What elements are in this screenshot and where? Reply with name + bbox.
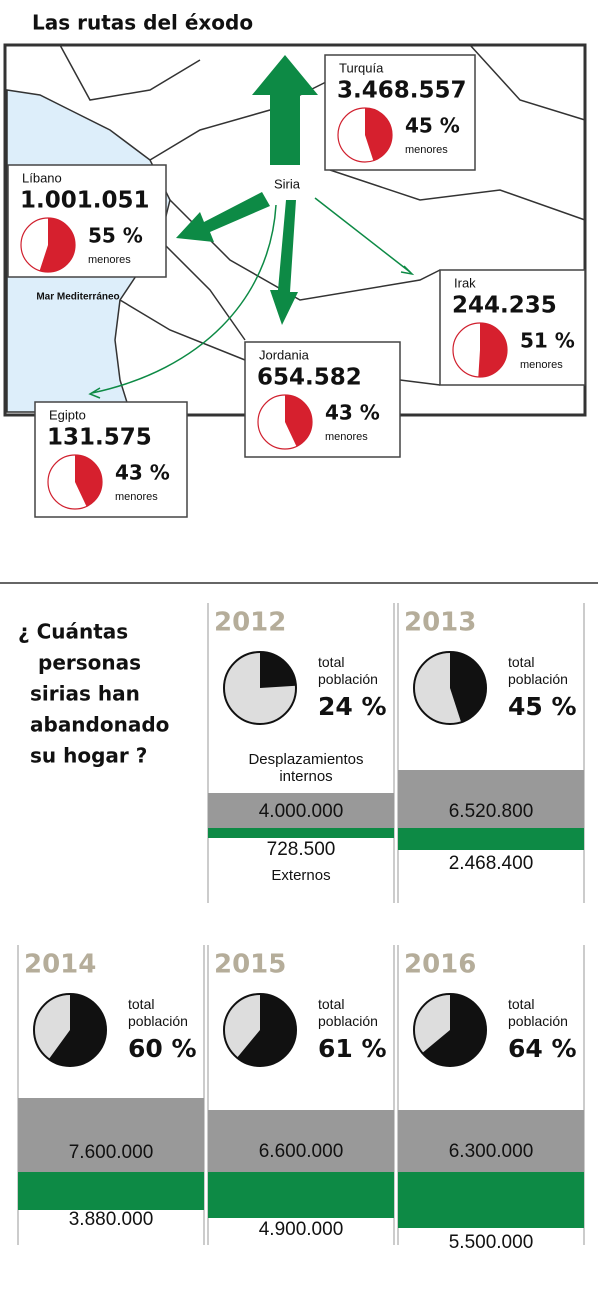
external-band xyxy=(208,828,394,838)
external-value: 5.500.000 xyxy=(449,1232,534,1253)
question-line: personas xyxy=(38,651,141,675)
share-label: 60 % xyxy=(128,1034,197,1063)
share-label: 61 % xyxy=(318,1034,387,1063)
borders xyxy=(59,44,586,386)
external-band xyxy=(398,1172,584,1228)
pie-wedge xyxy=(260,652,296,688)
share-label: 24 % xyxy=(318,692,387,721)
destination-name: Egipto xyxy=(49,407,86,422)
internal-band xyxy=(398,770,584,828)
question-line: su hogar ? xyxy=(30,744,147,768)
external-value: 2.468.400 xyxy=(449,853,534,874)
origin-label: Siria xyxy=(274,176,301,191)
pie-wedge xyxy=(365,108,392,161)
share-caption: total población xyxy=(318,654,378,687)
minors-caption: menores xyxy=(88,254,131,266)
pie-wedge xyxy=(478,323,507,378)
minors-caption: menores xyxy=(520,359,563,371)
destination-name: Turquía xyxy=(339,60,384,75)
destination-refugees: 3.468.557 xyxy=(337,78,467,104)
arrow-turkey xyxy=(252,55,318,165)
minors-caption: menores xyxy=(405,144,448,156)
year: 2014 xyxy=(24,950,96,980)
minors-caption: menores xyxy=(115,491,158,503)
minors-label: 55 % xyxy=(88,224,143,248)
arrow-iraq xyxy=(314,197,411,273)
internal-value: 7.600.000 xyxy=(69,1142,154,1163)
share-label: 64 % xyxy=(508,1034,577,1063)
arrow-lebanon xyxy=(176,192,270,242)
pie-wedge xyxy=(39,218,75,272)
share-caption: total población xyxy=(318,996,378,1029)
year: 2015 xyxy=(214,950,286,980)
pie-wedge xyxy=(285,395,312,447)
pie-wedge xyxy=(450,652,487,723)
internal-value: 6.300.000 xyxy=(449,1141,534,1162)
internal-value: 6.520.800 xyxy=(449,801,534,822)
external-value: 728.500 xyxy=(267,839,336,860)
internal-band xyxy=(18,1098,204,1172)
destination-refugees: 1.001.051 xyxy=(20,188,150,214)
question-line: sirias han xyxy=(30,682,140,706)
destination-refugees: 244.235 xyxy=(452,293,557,319)
minors-label: 45 % xyxy=(405,114,460,138)
arrow-egypt xyxy=(91,204,277,394)
pie-wedge xyxy=(422,994,487,1066)
minors-caption: menores xyxy=(325,431,368,443)
arrow-egypt-head xyxy=(88,387,101,399)
arrow-iraq-head xyxy=(400,265,415,276)
question: ¿ Cuántas personas sirias han abandonado su … xyxy=(18,620,169,768)
pie-wedge xyxy=(75,455,102,507)
internal-value: 4.000.000 xyxy=(259,801,344,822)
external-band xyxy=(208,1172,394,1218)
question-line: abandonado xyxy=(30,713,169,737)
share-caption: total población xyxy=(508,996,568,1029)
external-value: 3.880.000 xyxy=(69,1209,154,1230)
destination-refugees: 654.582 xyxy=(257,365,362,391)
minors-label: 43 % xyxy=(115,461,170,485)
minors-label: 43 % xyxy=(325,401,380,425)
share-caption: total población xyxy=(128,996,188,1029)
share-caption: total población xyxy=(508,654,568,687)
arrow-jordan xyxy=(270,200,298,325)
year: 2012 xyxy=(214,608,286,638)
destination-name: Irak xyxy=(454,275,476,290)
internal-band xyxy=(398,1110,584,1172)
destination-name: Líbano xyxy=(22,170,62,185)
year: 2013 xyxy=(404,608,476,638)
external-value: 4.900.000 xyxy=(259,1219,344,1240)
year: 2016 xyxy=(404,950,476,980)
internal-value: 6.600.000 xyxy=(259,1141,344,1162)
external-band xyxy=(398,828,584,850)
external-caption: Externos xyxy=(271,867,330,884)
internal-caption: Desplazamientos internos xyxy=(248,751,363,785)
external-band xyxy=(18,1172,204,1210)
share-label: 45 % xyxy=(508,692,577,721)
internal-band xyxy=(208,1110,394,1172)
pie-wedge xyxy=(48,994,106,1066)
question-line: ¿ Cuántas xyxy=(18,620,128,644)
destination-name: Jordania xyxy=(259,347,310,362)
sea-label: Mar Mediterráneo xyxy=(36,292,119,303)
map-title: Las rutas del éxodo xyxy=(32,11,253,35)
minors-label: 51 % xyxy=(520,329,575,353)
internal-band xyxy=(208,793,394,828)
pie-wedge xyxy=(237,994,296,1066)
destination-refugees: 131.575 xyxy=(47,425,152,451)
